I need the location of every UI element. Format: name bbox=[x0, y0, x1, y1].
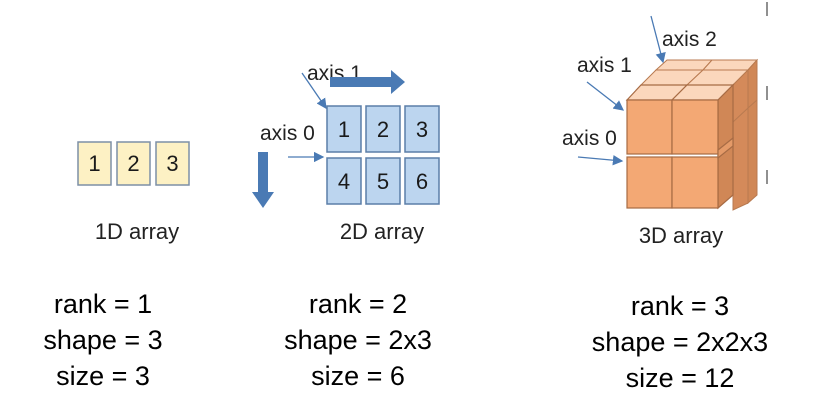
cube-front-layer bbox=[625, 83, 735, 210]
array-2d-caption: 2D array bbox=[340, 219, 424, 244]
rank-3d: rank = 3 bbox=[630, 291, 730, 321]
shape-2d: shape = 2x3 bbox=[284, 325, 432, 355]
array-1d-cell bbox=[77, 141, 112, 186]
axis-2-pointer-3d bbox=[650, 15, 666, 64]
axis-0-label-2d: axis 0 bbox=[260, 122, 315, 145]
rank-2d: rank = 2 bbox=[308, 289, 408, 319]
shape-3d: shape = 2x2x3 bbox=[591, 327, 769, 357]
array-2d-cell bbox=[404, 105, 440, 153]
array-1d-caption: 1D array bbox=[95, 219, 179, 244]
array-2d-cell-value: 3 bbox=[416, 117, 428, 142]
axis-1-arrow-2d bbox=[330, 70, 405, 94]
size-3d: size = 12 bbox=[625, 363, 735, 393]
array-2d-cell bbox=[365, 157, 401, 205]
array-2d-cell-value: 5 bbox=[377, 169, 389, 194]
array-2d-cell-value: 4 bbox=[338, 169, 350, 194]
array-1d-cell-value: 3 bbox=[166, 151, 178, 176]
axis-1-label-3d: axis 1 bbox=[577, 54, 632, 77]
array-2d-stats: rank = 2 shape = 2x3 size = 6 bbox=[268, 286, 448, 394]
array-3d-caption: 3D array bbox=[639, 223, 723, 248]
size-2d: size = 6 bbox=[311, 361, 405, 391]
array-2d-cell-value: 6 bbox=[416, 169, 428, 194]
array-1d-cell-value: 1 bbox=[88, 151, 100, 176]
rank-1d: rank = 1 bbox=[53, 289, 153, 319]
axis-0-pointer-3d bbox=[577, 154, 624, 166]
array-2d-cell bbox=[365, 105, 401, 153]
array-1d: 1 2 3 1D array bbox=[77, 141, 190, 244]
array-2d-cell bbox=[326, 157, 362, 205]
array-1d-stats: rank = 1 shape = 3 size = 3 bbox=[28, 286, 178, 394]
array-1d-cell bbox=[116, 141, 151, 186]
array-3d-stats: rank = 3 shape = 2x2x3 size = 12 bbox=[572, 288, 788, 396]
array-2d-cell-value: 2 bbox=[377, 117, 389, 142]
array-1d-cell-value: 2 bbox=[127, 151, 139, 176]
array-2d-cell bbox=[404, 157, 440, 205]
array-2d: axis 0 axis 1 1 2 3 4 5 6 2D array bbox=[252, 62, 440, 244]
axis-1-pointer-2d bbox=[301, 72, 327, 110]
array-2d-cell bbox=[326, 105, 362, 153]
array-1d-cell bbox=[155, 141, 190, 186]
shape-1d: shape = 3 bbox=[43, 325, 163, 355]
array-2d-cell-value: 1 bbox=[338, 117, 350, 142]
axis-2-label-3d: axis 2 bbox=[662, 28, 717, 51]
array-3d: axis 2 axis 1 axis 0 bbox=[562, 15, 759, 248]
axis-0-label-3d: axis 0 bbox=[562, 127, 617, 150]
size-1d: size = 3 bbox=[56, 361, 150, 391]
axis-1-pointer-3d bbox=[586, 81, 625, 111]
axis-0-arrow-2d bbox=[252, 152, 274, 208]
